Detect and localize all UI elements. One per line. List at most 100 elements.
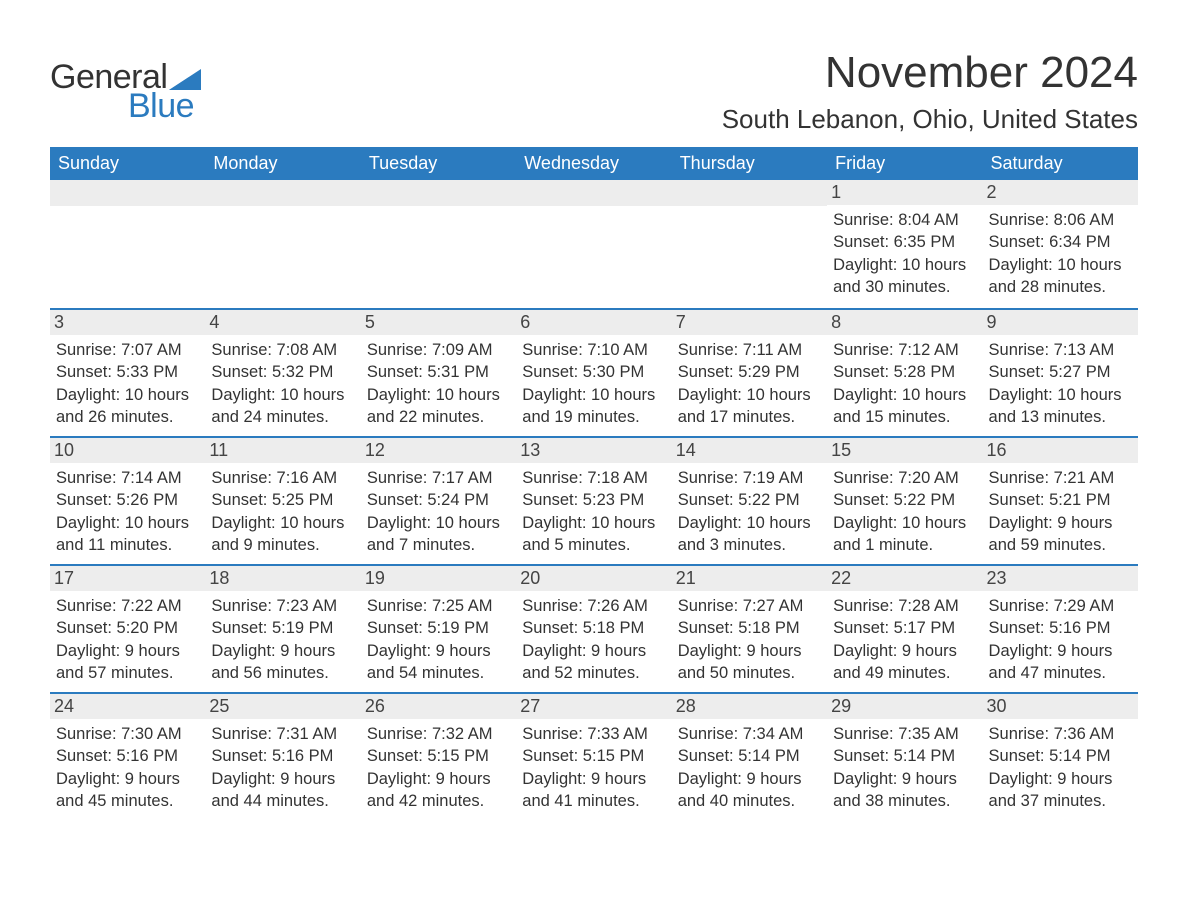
day1-line: Daylight: 9 hours — [367, 640, 510, 662]
day1-line: Daylight: 9 hours — [833, 640, 976, 662]
day-cell: 28 Sunrise: 7:34 AMSunset: 5:14 PMDayligh… — [672, 694, 827, 820]
day1-line: Daylight: 9 hours — [56, 640, 199, 662]
day-number: 11 — [205, 438, 360, 463]
day1-line: Daylight: 10 hours — [989, 384, 1132, 406]
day-number: 28 — [672, 694, 827, 719]
day1-line: Daylight: 10 hours — [367, 384, 510, 406]
day-cell: 1Sunrise: 8:04 AMSunset: 6:35 PMDaylight… — [827, 180, 982, 308]
day-number — [516, 180, 671, 206]
day-content: Sunrise: 7:26 AMSunset: 5:18 PMDaylight:… — [522, 595, 665, 684]
day-content: Sunrise: 7:09 AMSunset: 5:31 PMDaylight:… — [367, 339, 510, 428]
day-cell: 23Sunrise: 7:29 AMSunset: 5:16 PMDayligh… — [983, 566, 1138, 692]
sunset-line: Sunset: 5:22 PM — [833, 489, 976, 511]
sunset-line: Sunset: 5:27 PM — [989, 361, 1132, 383]
day-content: Sunrise: 7:22 AMSunset: 5:20 PMDaylight:… — [56, 595, 199, 684]
day2-line: and 11 minutes. — [56, 534, 199, 556]
sunrise-line: Sunrise: 7:31 AM — [211, 723, 354, 745]
day1-line: Daylight: 10 hours — [367, 512, 510, 534]
sunrise-line: Sunrise: 8:04 AM — [833, 209, 976, 231]
sunrise-line: Sunrise: 7:32 AM — [367, 723, 510, 745]
day2-line: and 15 minutes. — [833, 406, 976, 428]
day2-line: and 52 minutes. — [522, 662, 665, 684]
day-content: Sunrise: 7:08 AMSunset: 5:32 PMDaylight:… — [211, 339, 354, 428]
day2-line: and 17 minutes. — [678, 406, 821, 428]
day-number: 22 — [827, 566, 982, 591]
day-number — [205, 180, 360, 206]
sunrise-line: Sunrise: 7:20 AM — [833, 467, 976, 489]
week-row: 3Sunrise: 7:07 AMSunset: 5:33 PMDaylight… — [50, 308, 1138, 436]
day2-line: and 26 minutes. — [56, 406, 199, 428]
day-cell: 27Sunrise: 7:33 AMSunset: 5:15 PMDayligh… — [516, 694, 671, 820]
day-number: 6 — [516, 310, 671, 335]
day-number: 27 — [516, 694, 671, 719]
day-number: 25 — [205, 694, 360, 719]
weekday-header: Thursday — [672, 147, 827, 180]
day1-line: Daylight: 9 hours — [678, 768, 821, 790]
day-number: 23 — [983, 566, 1138, 591]
day-cell: 11 Sunrise: 7:16 AMSunset: 5:25 PMDayligh… — [205, 438, 360, 564]
weekday-header: Tuesday — [361, 147, 516, 180]
day-number: 14 — [672, 438, 827, 463]
day-cell: 26Sunrise: 7:32 AMSunset: 5:15 PMDayligh… — [361, 694, 516, 820]
sunrise-line: Sunrise: 8:06 AM — [989, 209, 1132, 231]
sunrise-line: Sunrise: 7:12 AM — [833, 339, 976, 361]
sunrise-line: Sunrise: 7:11 AM — [678, 339, 821, 361]
day-cell: 21Sunrise: 7:27 AMSunset: 5:18 PMDayligh… — [672, 566, 827, 692]
day2-line: and 41 minutes. — [522, 790, 665, 812]
day-cell: 10Sunrise: 7:14 AMSunset: 5:26 PMDayligh… — [50, 438, 205, 564]
logo-text-blue: Blue — [128, 87, 194, 126]
day1-line: Daylight: 9 hours — [989, 640, 1132, 662]
sunset-line: Sunset: 5:22 PM — [678, 489, 821, 511]
day1-line: Daylight: 9 hours — [678, 640, 821, 662]
logo: General Blue — [50, 58, 201, 126]
day1-line: Daylight: 10 hours — [989, 254, 1132, 276]
day-content: Sunrise: 7:35 AMSunset: 5:14 PMDaylight:… — [833, 723, 976, 812]
weekday-header-row: SundayMondayTuesdayWednesdayThursdayFrid… — [50, 147, 1138, 180]
sunset-line: Sunset: 5:19 PM — [211, 617, 354, 639]
sunrise-line: Sunrise: 7:23 AM — [211, 595, 354, 617]
day1-line: Daylight: 10 hours — [56, 384, 199, 406]
day2-line: and 47 minutes. — [989, 662, 1132, 684]
day-content: Sunrise: 7:14 AMSunset: 5:26 PMDaylight:… — [56, 467, 199, 556]
day-content: Sunrise: 7:21 AMSunset: 5:21 PMDaylight:… — [989, 467, 1132, 556]
sunset-line: Sunset: 5:25 PM — [211, 489, 354, 511]
day2-line: and 3 minutes. — [678, 534, 821, 556]
day-cell: 29Sunrise: 7:35 AMSunset: 5:14 PMDayligh… — [827, 694, 982, 820]
sunset-line: Sunset: 6:35 PM — [833, 231, 976, 253]
day2-line: and 19 minutes. — [522, 406, 665, 428]
sunset-line: Sunset: 5:19 PM — [367, 617, 510, 639]
day-number: 2 — [983, 180, 1138, 205]
sunrise-line: Sunrise: 7:27 AM — [678, 595, 821, 617]
day-content: Sunrise: 7:25 AMSunset: 5:19 PMDaylight:… — [367, 595, 510, 684]
day-number: 3 — [50, 310, 205, 335]
month-title: November 2024 — [722, 48, 1138, 98]
week-row: 17Sunrise: 7:22 AMSunset: 5:20 PMDayligh… — [50, 564, 1138, 692]
sunset-line: Sunset: 5:14 PM — [678, 745, 821, 767]
day-number: 5 — [361, 310, 516, 335]
day2-line: and 28 minutes. — [989, 276, 1132, 298]
day-number — [361, 180, 516, 206]
day-content: Sunrise: 7:19 AMSunset: 5:22 PMDaylight:… — [678, 467, 821, 556]
day2-line: and 9 minutes. — [211, 534, 354, 556]
day-content: Sunrise: 7:34 AMSunset: 5:14 PMDaylight:… — [678, 723, 821, 812]
sunset-line: Sunset: 5:14 PM — [833, 745, 976, 767]
sunset-line: Sunset: 5:33 PM — [56, 361, 199, 383]
day2-line: and 40 minutes. — [678, 790, 821, 812]
day2-line: and 37 minutes. — [989, 790, 1132, 812]
sunset-line: Sunset: 6:34 PM — [989, 231, 1132, 253]
day-cell: 22Sunrise: 7:28 AMSunset: 5:17 PMDayligh… — [827, 566, 982, 692]
sunrise-line: Sunrise: 7:16 AM — [211, 467, 354, 489]
day1-line: Daylight: 10 hours — [211, 512, 354, 534]
sunset-line: Sunset: 5:24 PM — [367, 489, 510, 511]
day2-line: and 38 minutes. — [833, 790, 976, 812]
day-content: Sunrise: 7:16 AMSunset: 5:25 PMDaylight:… — [211, 467, 354, 556]
sunrise-line: Sunrise: 7:14 AM — [56, 467, 199, 489]
day-number: 26 — [361, 694, 516, 719]
day1-line: Daylight: 10 hours — [678, 512, 821, 534]
sunset-line: Sunset: 5:16 PM — [989, 617, 1132, 639]
day2-line: and 45 minutes. — [56, 790, 199, 812]
sunrise-line: Sunrise: 7:30 AM — [56, 723, 199, 745]
day2-line: and 7 minutes. — [367, 534, 510, 556]
sunset-line: Sunset: 5:16 PM — [56, 745, 199, 767]
day1-line: Daylight: 10 hours — [522, 384, 665, 406]
